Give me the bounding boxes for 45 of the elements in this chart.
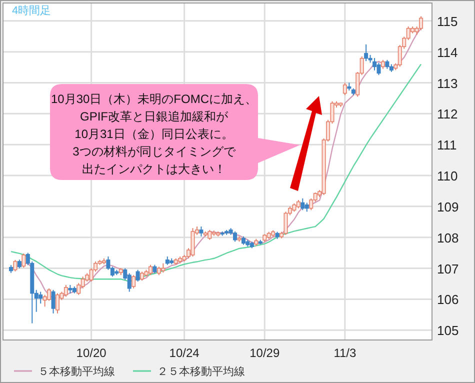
- y-tick-label: 114: [437, 44, 458, 60]
- candlestick: [342, 82, 347, 96]
- candlestick: [13, 259, 18, 272]
- candlestick: [208, 229, 212, 240]
- candlestick: [132, 274, 136, 289]
- chart-title: 4時間足: [12, 4, 52, 17]
- candlestick: [51, 289, 56, 314]
- candlestick: [376, 62, 381, 76]
- y-tick-label: 112: [437, 106, 458, 122]
- legend-label: ５本移動平均線: [38, 365, 115, 378]
- candlestick: [127, 272, 132, 292]
- x-tick-label: 10/29: [250, 346, 280, 360]
- y-tick-label: 111: [437, 138, 457, 153]
- annotation: 3つの材料が同じタイミングで: [72, 144, 236, 158]
- candlestick: [364, 44, 368, 62]
- candlestick: [233, 230, 238, 242]
- annotation: GPIF改革と日銀追加緩和が: [80, 110, 229, 124]
- candlestick: [76, 282, 81, 296]
- y-tick-label: 109: [437, 199, 459, 214]
- annotation: 出たインパクトは大きい！: [82, 162, 226, 176]
- y-tick-label: 115: [437, 14, 458, 29]
- candlestick: [64, 284, 68, 298]
- y-tick-label: 105: [437, 323, 459, 338]
- candlestick: [300, 198, 305, 211]
- candlestick: [136, 269, 140, 282]
- y-tick-label: 106: [437, 292, 459, 308]
- x-tick-label: 11/3: [334, 346, 356, 360]
- x-tick-label: 10/20: [76, 346, 107, 360]
- y-tick-label: 108: [437, 230, 459, 246]
- annotation: 10月31日（金）同日公表に。: [74, 127, 234, 141]
- candlestick: [190, 228, 195, 258]
- y-tick-label: 110: [437, 168, 458, 184]
- y-tick-label: 107: [437, 261, 459, 276]
- candlestick: [199, 226, 204, 237]
- candlestick: [148, 264, 152, 276]
- candlestick: [372, 58, 377, 71]
- y-tick-label: 113: [437, 76, 458, 91]
- legend-label: ２５本移動平均線: [157, 365, 245, 378]
- candlestick: [55, 292, 60, 314]
- annotation: 10月30日（木）未明のFOMCに加え、: [50, 92, 258, 106]
- candlestick: [161, 262, 166, 274]
- x-tick-label: 10/24: [169, 346, 200, 360]
- candlestick: [38, 291, 43, 304]
- candlestick: [419, 16, 424, 31]
- candlestick: [22, 252, 26, 268]
